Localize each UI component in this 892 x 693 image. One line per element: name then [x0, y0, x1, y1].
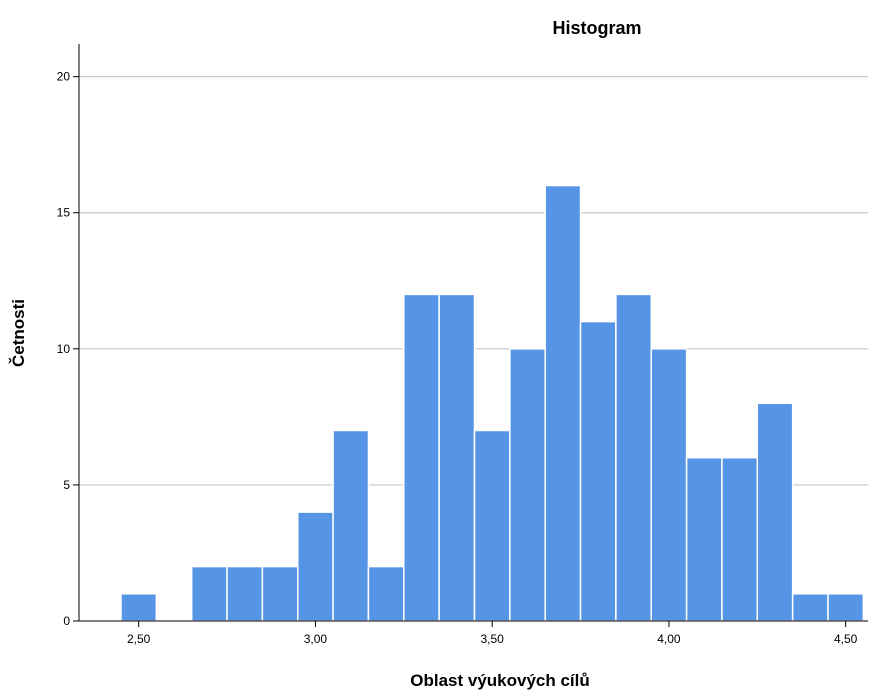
histogram-bar	[403, 293, 440, 622]
histogram-bar	[827, 593, 865, 622]
x-axis-label: Oblast výukových cílů	[410, 671, 590, 690]
y-tick-label: 5	[63, 478, 70, 492]
histogram-bar	[791, 593, 829, 622]
histogram-bar	[685, 456, 723, 622]
y-axis-label: Četnosti	[9, 299, 28, 367]
y-tick-label: 0	[63, 614, 70, 628]
histogram-bar	[509, 348, 546, 622]
y-tick-label: 15	[57, 206, 71, 220]
chart-title: Histogram	[552, 18, 641, 38]
y-tick-label: 20	[57, 70, 71, 84]
bars	[120, 184, 865, 622]
y-tick-label: 10	[57, 342, 71, 356]
histogram-bar	[367, 565, 405, 622]
axes	[78, 44, 868, 622]
histogram-bar	[120, 593, 158, 622]
x-tick-label: 4,50	[834, 632, 858, 646]
y-ticks: 0 5 10 15 20	[57, 70, 79, 628]
x-tick-label: 2,50	[127, 632, 151, 646]
histogram-bar	[261, 565, 299, 622]
histogram-bar	[544, 184, 582, 622]
histogram-bar	[332, 429, 370, 622]
histogram-bar	[473, 429, 511, 622]
x-ticks: 2,503,003,504,004,505,00	[127, 621, 858, 646]
x-tick-label: 3,50	[480, 632, 504, 646]
histogram-bar	[579, 320, 617, 622]
histogram-bar	[297, 511, 334, 622]
histogram-bar	[650, 348, 688, 622]
x-tick-label: 4,00	[657, 632, 681, 646]
histogram-bar	[438, 293, 476, 622]
histogram-bar	[190, 565, 228, 622]
histogram-bar	[226, 565, 264, 622]
x-tick-label: 3,00	[304, 632, 328, 646]
histogram-bar	[721, 456, 759, 622]
histogram-bar	[756, 402, 794, 622]
histogram-bar	[615, 293, 653, 622]
